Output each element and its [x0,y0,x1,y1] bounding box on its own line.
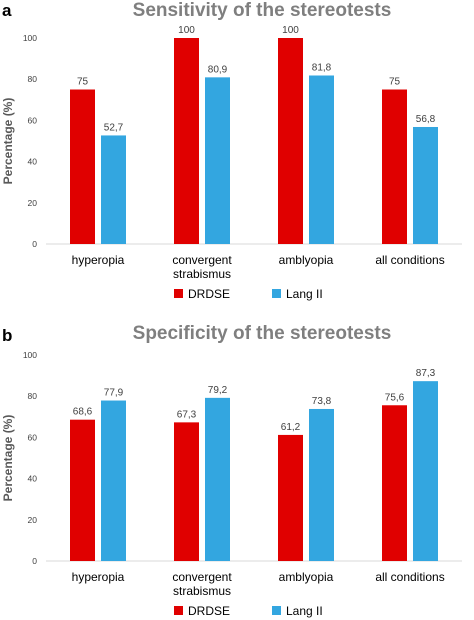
data-label: 61,2 [281,422,301,433]
y-tick-label: 0 [32,239,37,249]
x-tick-label: hyperopia [72,253,125,267]
x-tick-label: strabismus [173,267,231,281]
data-label: 67,3 [177,409,197,420]
legend-swatch [174,606,183,615]
x-tick-label: hyperopia [72,570,125,584]
panel-label: b [2,326,12,345]
bar-drdse [382,89,407,244]
bar-lang-ii [413,381,438,561]
bar-lang-ii [205,77,230,244]
y-axis-label: Percentage (%) [1,98,15,185]
data-label: 81,8 [312,62,332,73]
chart-panel-b: b Specificity of the stereotests Percentag… [1,323,462,618]
x-tick-label: strabismus [173,584,231,598]
y-tick-label: 80 [28,391,38,401]
data-label: 75,6 [385,392,405,403]
data-label: 56,8 [416,114,436,125]
y-tick-label: 20 [28,515,38,525]
data-label: 75 [389,77,401,88]
y-tick-label: 60 [28,432,38,442]
x-tick-label: convergent [172,570,232,584]
x-tick-label: amblyopia [279,253,334,267]
y-tick-label: 40 [28,474,38,484]
chart-title: Sensitivity of the stereotests [133,0,392,21]
y-tick-label: 100 [23,350,37,360]
legend-swatch [174,289,183,298]
bar-lang-ii [101,135,126,244]
x-tick-label: convergent [172,253,232,267]
y-tick-label: 20 [28,198,38,208]
data-label: 73,8 [312,396,332,407]
y-tick-label: 60 [28,115,38,125]
legend-entry: Lang II [286,604,323,618]
bar-lang-ii [101,400,126,561]
bar-drdse [70,419,95,561]
x-tick-label: all conditions [375,570,444,584]
legend: DRDSE Lang II [174,287,323,301]
y-tick-label: 0 [32,556,37,566]
bar-drdse [382,405,407,561]
data-label: 52,7 [104,122,124,133]
legend-swatch [272,289,281,298]
bar-lang-ii [205,397,230,561]
bar-drdse [278,434,303,561]
data-label: 77,9 [104,388,124,399]
bar-drdse [174,38,199,244]
x-tick-label: amblyopia [279,570,334,584]
data-label: 100 [178,25,195,36]
legend-entry: DRDSE [188,604,230,618]
data-label: 87,3 [416,368,436,379]
bar-lang-ii [309,408,334,561]
data-label: 80,9 [208,64,228,75]
data-label: 68,6 [73,407,93,418]
data-label: 79,2 [208,385,228,396]
y-tick-label: 40 [28,157,38,167]
legend: DRDSE Lang II [174,604,323,618]
y-tick-label: 80 [28,74,38,84]
bar-drdse [174,422,199,561]
data-label: 75 [77,77,89,88]
chart-title: Specificity of the stereotests [133,323,392,344]
x-tick-label: all conditions [375,253,444,267]
y-axis-label: Percentage (%) [1,415,15,502]
bar-drdse [70,89,95,244]
y-tick-label: 100 [23,33,37,43]
legend-swatch [272,606,281,615]
legend-entry: DRDSE [188,287,230,301]
bar-lang-ii [413,126,438,244]
legend-entry: Lang II [286,287,323,301]
chart-panel-a: a Sensitivity of the stereotests Percentag… [1,0,462,301]
panel-label: a [2,1,12,20]
bar-lang-ii [309,75,334,244]
bar-drdse [278,38,303,244]
data-label: 100 [282,25,299,36]
